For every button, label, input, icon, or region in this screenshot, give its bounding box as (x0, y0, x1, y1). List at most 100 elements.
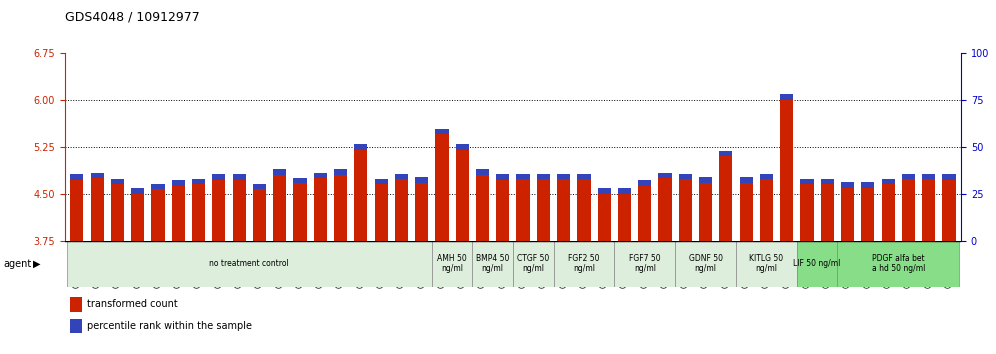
Bar (615, 241, 675, 287)
Bar (151, 189, 164, 241)
Bar (435, 135, 448, 241)
Bar (578, 179, 591, 241)
Bar (355, 144, 368, 150)
Bar (678, 179, 692, 241)
Text: CTGF 50
ng/ml: CTGF 50 ng/ml (517, 254, 550, 273)
Bar (517, 174, 530, 179)
Bar (942, 180, 955, 241)
Bar (838, 241, 959, 287)
Bar (638, 186, 651, 241)
Bar (91, 178, 104, 241)
Bar (557, 174, 571, 179)
Bar (922, 174, 935, 179)
Bar (71, 180, 84, 241)
Bar (355, 150, 368, 241)
Bar (294, 183, 307, 241)
Bar (111, 184, 124, 241)
Bar (212, 180, 225, 241)
Bar (455, 150, 469, 241)
Text: FGF2 50
ng/ml: FGF2 50 ng/ml (568, 254, 600, 273)
Bar (801, 179, 814, 184)
Bar (719, 156, 732, 241)
Bar (760, 174, 773, 179)
Bar (314, 178, 327, 241)
Bar (862, 182, 874, 188)
Bar (472, 241, 513, 287)
Bar (760, 179, 773, 241)
Bar (942, 175, 955, 180)
Bar (432, 241, 472, 287)
Bar (151, 184, 164, 189)
Text: LIF 50 ng/ml: LIF 50 ng/ml (794, 259, 841, 268)
Bar (537, 179, 550, 241)
Bar (131, 194, 144, 241)
Bar (821, 179, 834, 184)
Bar (678, 174, 692, 179)
Bar (415, 183, 428, 241)
Bar (374, 179, 387, 184)
Bar (740, 177, 753, 183)
Bar (314, 172, 327, 178)
Bar (273, 170, 286, 175)
Bar (415, 177, 428, 183)
Bar (557, 179, 571, 241)
Bar (638, 180, 651, 186)
Text: percentile rank within the sample: percentile rank within the sample (87, 321, 252, 331)
Bar (334, 175, 348, 241)
Bar (797, 241, 838, 287)
Bar (881, 184, 894, 241)
Bar (496, 175, 509, 180)
Text: GDS4048 / 10912977: GDS4048 / 10912977 (65, 11, 199, 24)
Bar (658, 172, 671, 178)
Bar (780, 95, 794, 100)
Text: KITLG 50
ng/ml: KITLG 50 ng/ml (749, 254, 784, 273)
Bar (658, 178, 671, 241)
Bar (821, 184, 834, 241)
Bar (780, 100, 794, 241)
Text: FGF7 50
ng/ml: FGF7 50 ng/ml (628, 254, 660, 273)
Bar (675, 241, 736, 287)
Bar (740, 183, 753, 241)
Bar (881, 179, 894, 184)
Bar (435, 129, 448, 135)
Bar (374, 184, 387, 241)
Bar (841, 188, 855, 241)
Bar (232, 180, 246, 241)
Bar (578, 174, 591, 179)
Bar (618, 188, 631, 194)
Bar (517, 179, 530, 241)
Bar (901, 179, 915, 241)
Bar (598, 188, 611, 194)
Bar (455, 144, 469, 150)
Bar (554, 241, 615, 287)
Text: no treatment control: no treatment control (209, 259, 289, 268)
Bar (394, 174, 408, 179)
Bar (192, 184, 205, 241)
Bar (394, 179, 408, 241)
Bar (111, 179, 124, 184)
Text: transformed count: transformed count (87, 299, 177, 309)
Bar (736, 241, 797, 287)
Bar (253, 189, 266, 241)
Bar (618, 194, 631, 241)
Text: BMP4 50
ng/ml: BMP4 50 ng/ml (476, 254, 509, 273)
Text: agent: agent (3, 259, 31, 269)
Bar (699, 183, 712, 241)
Bar (232, 175, 246, 180)
Text: ▶: ▶ (33, 259, 41, 269)
Text: GDNF 50
ng/ml: GDNF 50 ng/ml (688, 254, 723, 273)
Bar (476, 170, 489, 175)
Bar (171, 186, 185, 241)
Bar (131, 188, 144, 194)
Bar (212, 175, 225, 180)
Bar (513, 241, 554, 287)
Bar (719, 151, 732, 156)
Bar (862, 188, 874, 241)
Text: AMH 50
ng/ml: AMH 50 ng/ml (437, 254, 467, 273)
Bar (496, 180, 509, 241)
Bar (476, 175, 489, 241)
Bar (67, 241, 432, 287)
Bar (801, 184, 814, 241)
Bar (922, 179, 935, 241)
Bar (598, 194, 611, 241)
